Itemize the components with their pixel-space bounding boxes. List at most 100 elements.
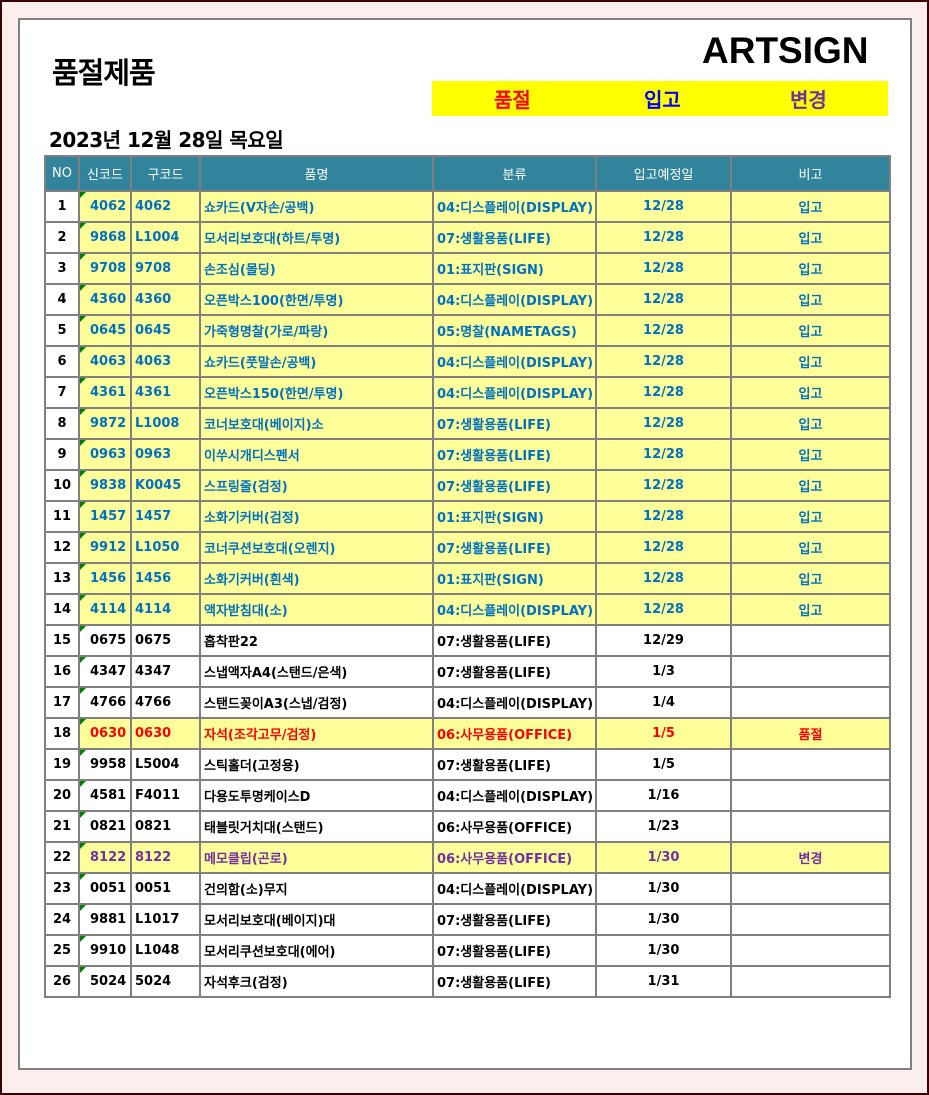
cell-product-name[interactable]: 스틱홀더(고정용)	[199, 748, 434, 781]
cell-product-name[interactable]: 액자받침대(소)	[199, 593, 434, 626]
table-row[interactable]: 25 9910 L1048 모서리쿠션보호대(에어) 07:생활용품(LIFE) 1/30	[44, 934, 891, 967]
cell-product-name[interactable]: 모서리보호대(하트/투명)	[199, 221, 434, 254]
cell-note[interactable]	[730, 903, 891, 936]
cell-no[interactable]: 19	[44, 748, 80, 781]
table-row[interactable]: 13 1456 1456 소화기커버(흰색) 01:표지판(SIGN) 12/28 입고	[44, 562, 891, 595]
cell-category[interactable]: 07:생활용품(LIFE)	[432, 469, 597, 502]
cell-category[interactable]: 07:생활용품(LIFE)	[432, 438, 597, 471]
cell-no[interactable]: 22	[44, 841, 80, 874]
cell-old-code[interactable]: 4360	[130, 283, 201, 316]
cell-category[interactable]: 04:디스플레이(DISPLAY)	[432, 283, 597, 316]
cell-eta[interactable]: 1/3	[595, 655, 732, 688]
cell-note[interactable]: 입고	[730, 469, 891, 502]
cell-new-code[interactable]: 1457	[78, 500, 132, 533]
cell-new-code[interactable]: 5024	[78, 965, 132, 998]
cell-new-code[interactable]: 8122	[78, 841, 132, 874]
table-row[interactable]: 17 4766 4766 스탠드꽂이A3(스냅/검정) 04:디스플레이(DISPLAY…	[44, 686, 891, 719]
cell-product-name[interactable]: 태블릿거치대(스탠드)	[199, 810, 434, 843]
cell-category[interactable]: 04:디스플레이(DISPLAY)	[432, 779, 597, 812]
table-row[interactable]: 16 4347 4347 스냅액자A4(스탠드/은색) 07:생활용품(LIFE) 1/3	[44, 655, 891, 688]
cell-note[interactable]: 입고	[730, 438, 891, 471]
table-row[interactable]: 26 5024 5024 자석후크(검정) 07:생활용품(LIFE) 1/31	[44, 965, 891, 998]
cell-product-name[interactable]: 이쑤시개디스펜서	[199, 438, 434, 471]
cell-product-name[interactable]: 소화기커버(흰색)	[199, 562, 434, 595]
cell-category[interactable]: 07:생활용품(LIFE)	[432, 903, 597, 936]
cell-no[interactable]: 10	[44, 469, 80, 502]
cell-category[interactable]: 07:생활용품(LIFE)	[432, 934, 597, 967]
cell-eta[interactable]: 12/28	[595, 438, 732, 471]
table-row[interactable]: 19 9958 L5004 스틱홀더(고정용) 07:생활용품(LIFE) 1/5	[44, 748, 891, 781]
cell-new-code[interactable]: 9708	[78, 252, 132, 285]
cell-old-code[interactable]: L1004	[130, 221, 201, 254]
table-row[interactable]: 7 4361 4361 오픈박스150(한면/투명) 04:디스플레이(DISPLAY)…	[44, 376, 891, 409]
cell-note[interactable]: 변경	[730, 841, 891, 874]
cell-category[interactable]: 04:디스플레이(DISPLAY)	[432, 376, 597, 409]
table-row[interactable]: 18 0630 0630 자석(조각고무/검정) 06:사무용품(OFFICE) 1/5 품…	[44, 717, 891, 750]
cell-new-code[interactable]: 0821	[78, 810, 132, 843]
cell-eta[interactable]: 1/30	[595, 872, 732, 905]
cell-old-code[interactable]: 0821	[130, 810, 201, 843]
table-row[interactable]: 14 4114 4114 액자받침대(소) 04:디스플레이(DISPLAY) 12/28…	[44, 593, 891, 626]
cell-eta[interactable]: 1/5	[595, 748, 732, 781]
cell-no[interactable]: 23	[44, 872, 80, 905]
table-row[interactable]: 12 9912 L1050 코너쿠션보호대(오렌지) 07:생활용품(LIFE) 12/2…	[44, 531, 891, 564]
cell-eta[interactable]: 12/28	[595, 407, 732, 440]
cell-category[interactable]: 07:생활용품(LIFE)	[432, 221, 597, 254]
cell-old-code[interactable]: 8122	[130, 841, 201, 874]
cell-new-code[interactable]: 9912	[78, 531, 132, 564]
cell-note[interactable]: 입고	[730, 376, 891, 409]
cell-old-code[interactable]: 1457	[130, 500, 201, 533]
cell-note[interactable]	[730, 779, 891, 812]
table-row[interactable]: 9 0963 0963 이쑤시개디스펜서 07:생활용품(LIFE) 12/28 입고	[44, 438, 891, 471]
table-row[interactable]: 24 9881 L1017 모서리보호대(베이지)대 07:생활용품(LIFE) 1/30	[44, 903, 891, 936]
table-row[interactable]: 20 4581 F4011 다용도투명케이스D 04:디스플레이(DISPLAY) 1/1…	[44, 779, 891, 812]
table-row[interactable]: 1 4062 4062 쇼카드(V자손/공백) 04:디스플레이(DISPLAY) 12/…	[44, 190, 891, 223]
cell-old-code[interactable]: 1456	[130, 562, 201, 595]
cell-note[interactable]	[730, 748, 891, 781]
cell-product-name[interactable]: 소화기커버(검정)	[199, 500, 434, 533]
cell-product-name[interactable]: 다용도투명케이스D	[199, 779, 434, 812]
cell-note[interactable]: 입고	[730, 314, 891, 347]
cell-eta[interactable]: 12/28	[595, 562, 732, 595]
cell-old-code[interactable]: 0051	[130, 872, 201, 905]
table-row[interactable]: 22 8122 8122 메모클립(곤로) 06:사무용품(OFFICE) 1/30 변경	[44, 841, 891, 874]
table-row[interactable]: 11 1457 1457 소화기커버(검정) 01:표지판(SIGN) 12/28 입고	[44, 500, 891, 533]
cell-eta[interactable]: 1/30	[595, 903, 732, 936]
cell-product-name[interactable]: 코너보호대(베이지)소	[199, 407, 434, 440]
cell-category[interactable]: 04:디스플레이(DISPLAY)	[432, 345, 597, 378]
cell-category[interactable]: 01:표지판(SIGN)	[432, 252, 597, 285]
cell-eta[interactable]: 12/29	[595, 624, 732, 657]
cell-note[interactable]: 입고	[730, 593, 891, 626]
cell-product-name[interactable]: 건의함(소)무지	[199, 872, 434, 905]
cell-no[interactable]: 25	[44, 934, 80, 967]
cell-new-code[interactable]: 4347	[78, 655, 132, 688]
cell-no[interactable]: 3	[44, 252, 80, 285]
table-row[interactable]: 23 0051 0051 건의함(소)무지 04:디스플레이(DISPLAY) 1/30	[44, 872, 891, 905]
cell-category[interactable]: 04:디스플레이(DISPLAY)	[432, 686, 597, 719]
cell-note[interactable]: 품절	[730, 717, 891, 750]
table-row[interactable]: 5 0645 0645 가죽형명찰(가로/파랑) 05:명찰(NAMETAGS) 12/2…	[44, 314, 891, 347]
cell-product-name[interactable]: 오픈박스100(한면/투명)	[199, 283, 434, 316]
table-row[interactable]: 15 0675 0675 흡착판22 07:생활용품(LIFE) 12/29	[44, 624, 891, 657]
cell-old-code[interactable]: 4361	[130, 376, 201, 409]
cell-eta[interactable]: 1/16	[595, 779, 732, 812]
cell-eta[interactable]: 12/28	[595, 283, 732, 316]
cell-eta[interactable]: 1/5	[595, 717, 732, 750]
cell-category[interactable]: 04:디스플레이(DISPLAY)	[432, 190, 597, 223]
cell-new-code[interactable]: 0645	[78, 314, 132, 347]
cell-new-code[interactable]: 4063	[78, 345, 132, 378]
cell-eta[interactable]: 12/28	[595, 190, 732, 223]
cell-old-code[interactable]: 4347	[130, 655, 201, 688]
cell-new-code[interactable]: 4062	[78, 190, 132, 223]
cell-product-name[interactable]: 흡착판22	[199, 624, 434, 657]
cell-eta[interactable]: 1/23	[595, 810, 732, 843]
cell-old-code[interactable]: K0045	[130, 469, 201, 502]
cell-old-code[interactable]: L1050	[130, 531, 201, 564]
cell-old-code[interactable]: 0675	[130, 624, 201, 657]
cell-old-code[interactable]: L5004	[130, 748, 201, 781]
cell-category[interactable]: 07:생활용품(LIFE)	[432, 748, 597, 781]
cell-new-code[interactable]: 9838	[78, 469, 132, 502]
cell-new-code[interactable]: 4766	[78, 686, 132, 719]
cell-old-code[interactable]: 4114	[130, 593, 201, 626]
cell-note[interactable]: 입고	[730, 531, 891, 564]
